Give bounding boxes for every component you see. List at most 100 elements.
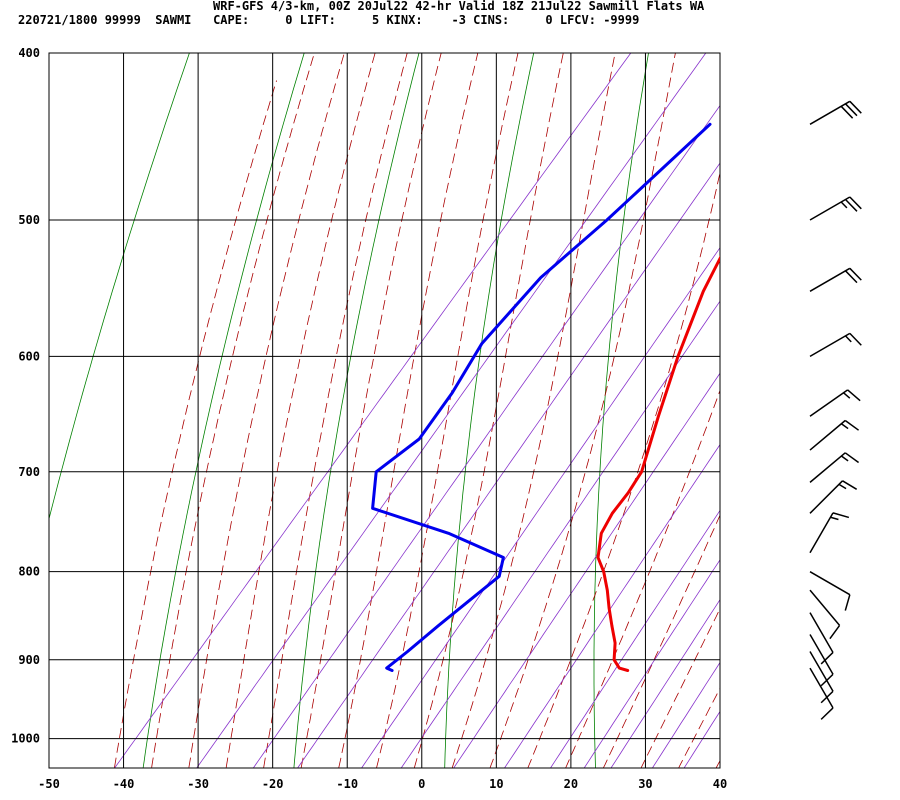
wind-barb-staff [809, 196, 851, 221]
mixing-ratio-line [504, 443, 720, 768]
wind-barb-half-flag [840, 455, 849, 462]
x-tick-label: 20 [564, 777, 578, 791]
moist-adiabat [489, 53, 676, 768]
pressure-tick-label: 400 [18, 46, 40, 60]
dry-adiabat [444, 53, 535, 768]
moist-adiabat [300, 53, 442, 768]
wind-barb-flag [820, 651, 834, 665]
wind-barb [809, 634, 834, 687]
x-tick-label: 10 [489, 777, 503, 791]
mixing-ratio-line [610, 598, 720, 768]
wind-barb [809, 389, 861, 417]
x-tick-label: 40 [713, 777, 727, 791]
moist-adiabat [413, 53, 564, 768]
wind-barb-staff [809, 480, 844, 514]
wind-barb-flag [844, 419, 860, 431]
pressure-tick-label: 700 [18, 465, 40, 479]
wind-barb-flag [844, 594, 851, 611]
dewpoint-profile [371, 122, 712, 672]
sounding-indices: 220721/1800 99999 SAWMI CAPE: 0 LIFT: 5 … [18, 13, 640, 27]
pressure-tick-label: 1000 [11, 732, 40, 746]
wind-barb-half-flag [840, 201, 848, 209]
wind-barb-flag [832, 512, 850, 519]
mixing-ratio-line [583, 559, 720, 768]
wind-barb-flag [844, 103, 858, 117]
mixing-ratio-line [361, 247, 720, 768]
x-tick-label: 30 [638, 777, 652, 791]
mixing-ratio-line [400, 300, 720, 768]
wind-barb-flag [849, 267, 862, 281]
chart-title: WRF-GFS 4/3-km, 00Z 20Jul22 42-hr Valid … [213, 0, 705, 13]
moist-adiabat [151, 53, 315, 768]
wind-barb-staff [809, 100, 851, 125]
wind-barb [809, 332, 862, 358]
wind-barb-staff [809, 651, 834, 692]
moist-adiabat [338, 53, 479, 768]
wind-barb-flag [844, 270, 858, 284]
dry-adiabat [293, 53, 420, 768]
wind-barb-staff [809, 589, 841, 626]
wind-barb-half-flag [838, 483, 847, 490]
wind-barb-staff [809, 667, 834, 709]
moist-adiabat [225, 53, 376, 768]
pressure-tick-label: 900 [18, 653, 40, 667]
mixing-ratio-line [550, 509, 720, 768]
wind-barb [809, 512, 850, 554]
temperature-profile [596, 255, 720, 672]
dry-adiabat [866, 15, 899, 783]
x-tick-label: -30 [187, 777, 209, 791]
dry-adiabat [734, 15, 768, 783]
wind-barb-flag [829, 624, 841, 640]
moist-adiabat [527, 170, 720, 768]
moist-adiabat [565, 389, 720, 768]
wind-barb-flag [849, 196, 862, 210]
wind-barb [809, 571, 851, 611]
wind-barb [809, 452, 860, 483]
pressure-tick-label: 500 [18, 213, 40, 227]
x-tick-label: 0 [418, 777, 425, 791]
wind-barb-half-flag [840, 423, 849, 430]
wind-barb-flag [847, 389, 861, 402]
moist-adiabat [715, 759, 720, 768]
x-tick-label: -50 [38, 777, 60, 791]
dry-adiabat [49, 53, 190, 521]
mixing-ratio-line [252, 104, 720, 768]
moist-adiabat [451, 53, 616, 768]
wind-barb [809, 100, 862, 125]
x-tick-label: -40 [113, 777, 135, 791]
wind-barb-flag [849, 100, 862, 114]
wind-barb-flag [840, 105, 854, 119]
dry-adiabat [593, 53, 649, 768]
wind-barb [809, 480, 858, 514]
moist-adiabat [602, 514, 720, 768]
wind-barb-staff [809, 419, 846, 451]
plot-frame [48, 52, 721, 769]
wind-barb-flag [844, 198, 858, 212]
mixing-ratio-line [651, 661, 720, 768]
grid-lines [48, 52, 721, 769]
mixing-ratio-line [297, 162, 720, 768]
pressure-tick-label: 600 [18, 349, 40, 363]
wind-barb-staff [809, 571, 851, 596]
wind-barb-half-flag [830, 516, 839, 521]
wind-barb-flag [820, 707, 834, 720]
mixing-ratio-line [114, 53, 632, 768]
moist-adiabat [188, 53, 345, 768]
mixing-ratio-line [683, 710, 720, 768]
wind-barb-staff [809, 612, 834, 653]
wind-barb-half-flag [844, 335, 852, 343]
wind-barb [809, 419, 860, 451]
wind-barb-flag [844, 452, 860, 464]
mixing-ratio-line [453, 372, 720, 768]
x-tick-label: -10 [336, 777, 358, 791]
wind-barb [809, 667, 834, 720]
moist-adiabat [263, 53, 408, 768]
wind-barb-staff [809, 452, 846, 483]
moist-adiabat [640, 607, 720, 768]
pressure-tick-label: 800 [18, 565, 40, 579]
wind-barb [809, 196, 862, 221]
wind-barb [809, 267, 862, 292]
wind-barb [809, 612, 834, 665]
wind-barb-staff [809, 267, 851, 292]
